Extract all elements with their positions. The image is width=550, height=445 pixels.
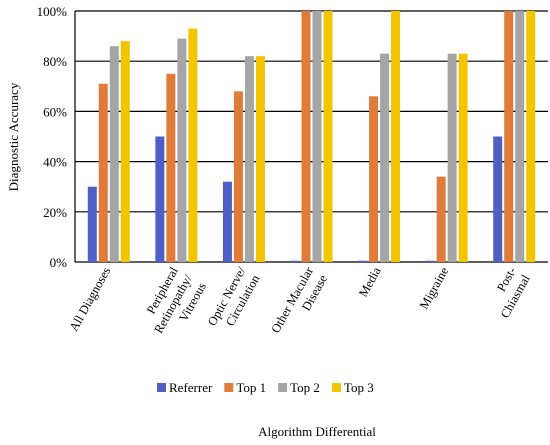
category-label: Media [356,264,384,299]
y-tick-label: 0% [50,255,68,270]
bar-top-3 [458,53,468,262]
y-tick-label: 100% [37,4,68,19]
bar-top-1 [166,73,176,262]
bar-referrer [222,181,232,262]
bar-top-1 [504,11,514,262]
bar-top-2 [244,56,254,263]
gridlines [75,10,548,263]
bar-top-3 [526,11,536,262]
bar-top-1 [98,83,108,262]
legend-swatch [331,383,341,392]
legend-swatch [224,383,234,392]
y-tick-label: 60% [43,104,67,119]
bar-top-1 [369,96,379,262]
bar-top-2 [515,11,525,262]
y-tick-label: 20% [43,205,67,220]
bar-top-1 [436,176,446,262]
category-label: Post-Chiasmal [484,264,533,320]
y-tick-labels: 0% 20% 40% 60% 80% 100% [37,4,68,270]
bar-top-2 [109,46,119,262]
category-label: Other MacularDisease [268,264,330,343]
bar-top-2 [177,38,187,262]
x-category-labels: All Diagnoses PeripheralRetinopathy/Vitre… [67,264,533,343]
legend-label: Top 1 [236,380,266,395]
bar-referrer [87,186,97,262]
legend-label: Referrer [169,380,213,395]
bar-referrer [425,260,435,262]
bar-top-2 [447,53,457,262]
bar-referrer [155,136,165,262]
x-axis-label: Algorithm Differential [258,424,376,439]
bars [87,11,536,263]
bar-top-1 [301,11,311,262]
category-label: All Diagnoses [67,265,114,334]
legend-swatch [278,383,288,392]
bar-top-1 [233,91,243,262]
bar-referrer [493,136,503,262]
bar-top-3 [188,28,198,262]
y-tick-label: 80% [43,54,67,69]
category-label: PeripheralRetinopathy/Vitreous [137,264,209,343]
y-tick-label: 40% [43,155,67,170]
legend-label: Top 2 [290,380,320,395]
legend-swatch [157,383,166,392]
category-label: Migraine [417,264,452,311]
bar-top-3 [120,41,130,263]
bar-top-3 [391,11,401,262]
legend-label: Top 3 [344,380,374,395]
bar-top-3 [323,11,333,262]
y-axis-label: Diagnostic Accuracy [6,82,21,191]
bar-referrer [290,260,300,262]
category-label: Optic Nerve/Circulation [205,264,263,336]
bar-top-2 [380,53,390,262]
legend: Referrer Top 1 Top 2 Top 3 [157,380,374,395]
bar-top-3 [255,56,265,263]
bar-top-2 [312,11,322,262]
bar-referrer [358,260,368,262]
